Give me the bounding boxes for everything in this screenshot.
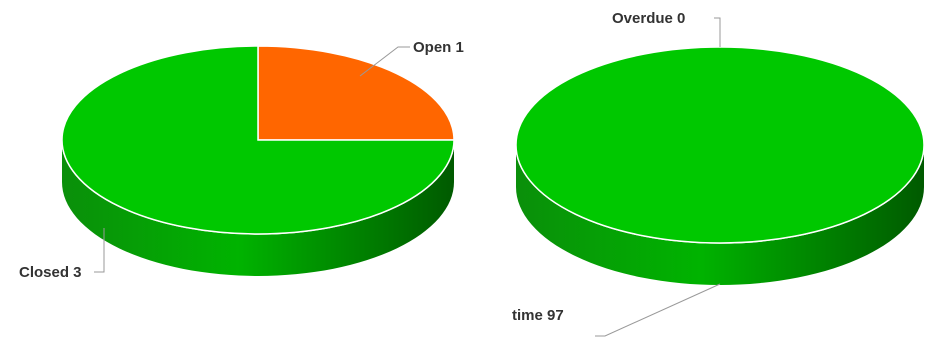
slice-label-overdue: Overdue 0 [612,10,685,27]
leader-line-on-time [595,283,721,337]
pie-slice-open[interactable] [257,45,455,141]
pie-side-wall [516,145,924,285]
pie-slice-closed[interactable] [61,45,455,235]
slice-label-open: Open 1 [413,39,464,56]
leader-line-open [359,46,410,77]
leader-line-overdue [714,17,721,47]
slice-label-on-time: time 97 [512,307,564,324]
leader-line-closed [94,228,105,273]
pie-side-wall [62,140,454,276]
slice-label-closed: Closed 3 [19,264,82,281]
pie-slice-on-time[interactable] [515,46,925,244]
pie-chart-timeliness: Overdue 0 time 97 [512,10,925,337]
pie-chart-status: Open 1 Closed 3 [19,39,464,281]
